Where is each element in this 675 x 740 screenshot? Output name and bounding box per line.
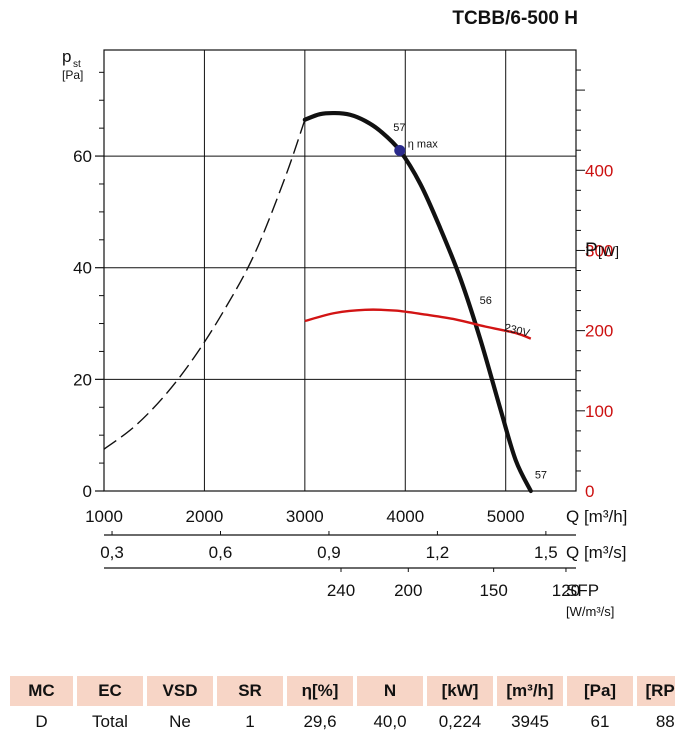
bep-marker [394,144,406,156]
table-value-cell: Total [92,712,128,731]
y2-axis-title: P [585,240,598,261]
curve-annotation: 57 [393,122,405,134]
table-header-cell: EC [77,676,143,706]
y2-tick-label: 0 [585,482,594,501]
sfp-label: SFP [566,581,599,600]
x-tick-label: 1000 [85,507,123,526]
series-230v [304,308,532,340]
table-value-cell: Ne [169,712,191,731]
table-value-cell: 886 [655,712,675,731]
table-header-cell: [m³/h] [497,676,563,706]
y-axis-title: p [62,47,71,66]
sfp-tick-label: 120 [552,581,580,600]
y2-axis-unit: [W] [598,243,619,259]
qms-tick-label: 1,2 [426,543,450,562]
y-axis-subscript: st [73,59,81,70]
qms-tick-label: 0,9 [317,543,341,562]
table-header-cell: η[%] [287,676,353,706]
x-tick-label: 4000 [386,507,424,526]
table-value-cell: 1 [245,712,255,731]
table-header-cell: [kW] [427,676,493,706]
y2-tick-label: 100 [585,402,613,421]
table-value-cell: 0,224 [438,712,482,731]
sfp-tick-label: 240 [327,581,355,600]
y2-tick-label: 300 [585,241,613,260]
table-header-cell: MC [10,676,73,706]
y-tick-label: 0 [83,482,92,501]
fan-curve-chart: 1000 2000 3000 4000 5000 0 20 40 60 0 100 200 300 400… [62,47,627,619]
table-value-cell: 29,6 [303,712,337,731]
sfp-tick-label: 200 [394,581,422,600]
curve-annotation: 230V [503,322,531,340]
curve-annotation: 57 [535,470,547,482]
qms-unit-label: Q [m³/s] [566,543,626,562]
table-header-cell: [Pa] [567,676,633,706]
y2-tick-label: 200 [585,322,613,341]
x-tick-label: 3000 [286,507,324,526]
table-header-cell: [RPM] [637,676,675,706]
series-unstable [103,119,306,450]
table-value-cell: 61 [590,712,610,731]
x-unit-label: Q [m³/h] [566,507,627,526]
table-value-cell: 3945 [511,712,549,731]
x-tick-label: 2000 [186,507,224,526]
spec-table-values: D Total Ne 1 29,6 40,0 0,224 3945 61 886 [0,708,675,740]
bep-label: η max [408,138,438,150]
series-stable [302,110,533,494]
chart-title: TCBB/6-500 H [452,8,578,29]
qms-tick-label: 0,3 [100,543,124,562]
table-header-cell: N [357,676,423,706]
y-tick-label: 60 [73,147,92,166]
sfp-tick-label: 150 [479,581,507,600]
table-header-cell: SR [217,676,283,706]
qms-tick-label: 1,5 [534,543,558,562]
y-tick-label: 20 [73,370,92,389]
curve-annotation: 56 [480,295,492,307]
table-header-cell: VSD [147,676,213,706]
y2-tick-label: 400 [585,161,613,180]
x-tick-label: 5000 [487,507,525,526]
table-value-cell: 40,0 [373,712,407,731]
table-value-cell: D [35,712,48,731]
sfp-unit: [W/m³/s] [566,604,614,619]
qms-tick-label: 0,6 [209,543,233,562]
y-axis-unit: [Pa] [62,68,83,82]
y-tick-label: 40 [73,259,92,278]
